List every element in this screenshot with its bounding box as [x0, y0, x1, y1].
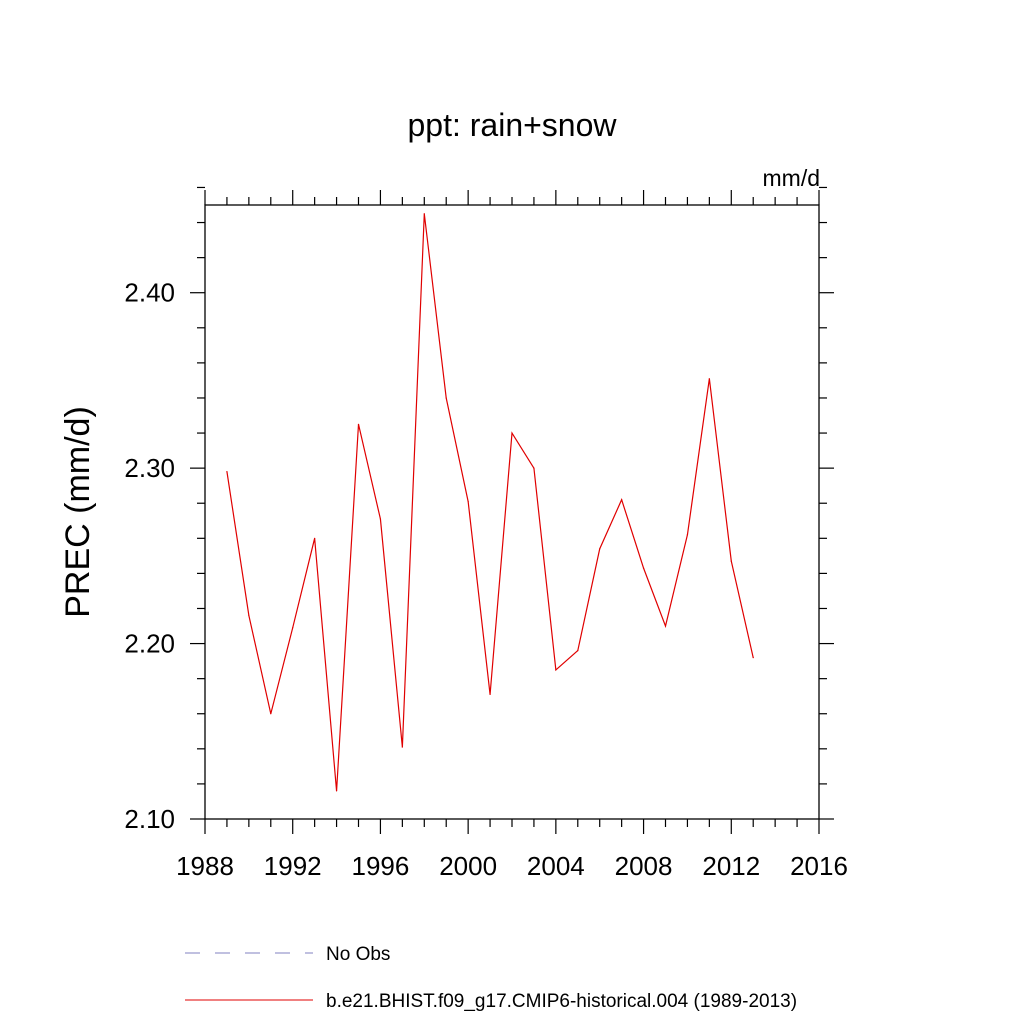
data-point	[555, 669, 557, 671]
x-tick-label: 1988	[176, 851, 234, 881]
data-point	[642, 567, 645, 569]
data-point	[664, 625, 667, 627]
data-point	[335, 790, 338, 792]
series-layer	[226, 213, 754, 792]
units-label: mm/d	[763, 165, 821, 191]
axis-tick-labels: 1988 1992 1996 2000 2004 2008 2012 2016 2.10 2.20…	[124, 278, 848, 881]
x-tick-label: 2012	[702, 851, 760, 881]
data-point	[357, 423, 360, 425]
data-point	[730, 560, 732, 562]
data-point	[270, 713, 272, 715]
legend-label: No Obs	[326, 944, 390, 965]
x-tick-label: 2000	[439, 851, 497, 881]
data-point	[621, 499, 623, 501]
data-point	[599, 548, 601, 550]
data-point	[708, 378, 710, 380]
data-point	[489, 693, 491, 696]
axis-ticks	[190, 186, 834, 834]
data-point	[752, 657, 754, 659]
data-point	[577, 649, 579, 652]
data-point	[248, 614, 250, 617]
data-point	[423, 213, 425, 215]
legend-label: b.e21.BHIST.f09_g17.CMIP6-historical.004…	[326, 991, 797, 1012]
data-point	[445, 397, 447, 399]
x-tick-label: 2016	[790, 851, 848, 881]
y-axis-label: PREC (mm/d)	[59, 406, 97, 618]
data-point	[686, 534, 689, 536]
x-tick-label: 2004	[527, 851, 585, 881]
y-tick-label: 2.30	[124, 453, 175, 483]
data-point	[401, 746, 403, 748]
data-point	[314, 537, 316, 539]
data-point	[533, 467, 535, 469]
y-tick-label: 2.20	[124, 629, 175, 659]
legend: No Obs b.e21.BHIST.f09_g17.CMIP6-historic…	[185, 944, 797, 1012]
x-tick-label: 2008	[615, 851, 673, 881]
y-tick-label: 2.40	[124, 278, 175, 308]
data-point	[379, 518, 382, 520]
x-tick-label: 1992	[264, 851, 322, 881]
chart-title: ppt: rain+snow	[407, 107, 617, 143]
data-point	[511, 432, 513, 434]
data-point	[226, 471, 228, 473]
y-tick-label: 2.10	[124, 804, 175, 834]
series-line	[226, 213, 754, 791]
plot-frame	[204, 204, 820, 820]
data-point	[467, 500, 469, 503]
x-tick-label: 1996	[352, 851, 410, 881]
data-point	[292, 627, 294, 629]
